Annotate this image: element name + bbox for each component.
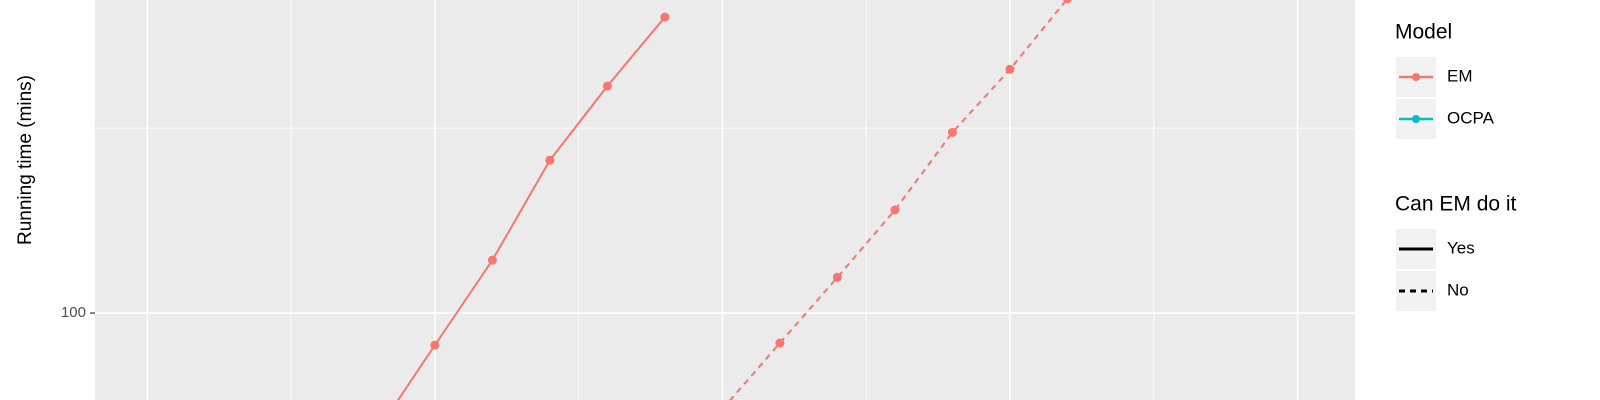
- point: [430, 340, 440, 350]
- point: [602, 81, 612, 91]
- point: [832, 272, 842, 282]
- line: [396, 16, 666, 400]
- point: [947, 127, 957, 137]
- legend-point: [1412, 115, 1420, 123]
- point: [545, 155, 555, 165]
- legend-label: Yes: [1447, 238, 1475, 257]
- y-tick-label: 100: [61, 304, 86, 321]
- legend-label: No: [1447, 280, 1469, 299]
- point: [890, 205, 900, 215]
- panel: [95, 0, 1355, 400]
- y-axis-label: Running time (mins): [15, 75, 36, 245]
- point: [1063, 0, 1072, 4]
- legend-label: OCPA: [1447, 108, 1495, 127]
- point: [775, 338, 785, 348]
- point: [660, 12, 670, 22]
- legend-label: EM: [1447, 66, 1473, 85]
- point: [487, 255, 497, 265]
- point: [1005, 64, 1015, 74]
- legend-title: Model: [1395, 21, 1452, 44]
- legend-title: Can EM do it: [1395, 193, 1517, 216]
- legend-point: [1412, 73, 1420, 81]
